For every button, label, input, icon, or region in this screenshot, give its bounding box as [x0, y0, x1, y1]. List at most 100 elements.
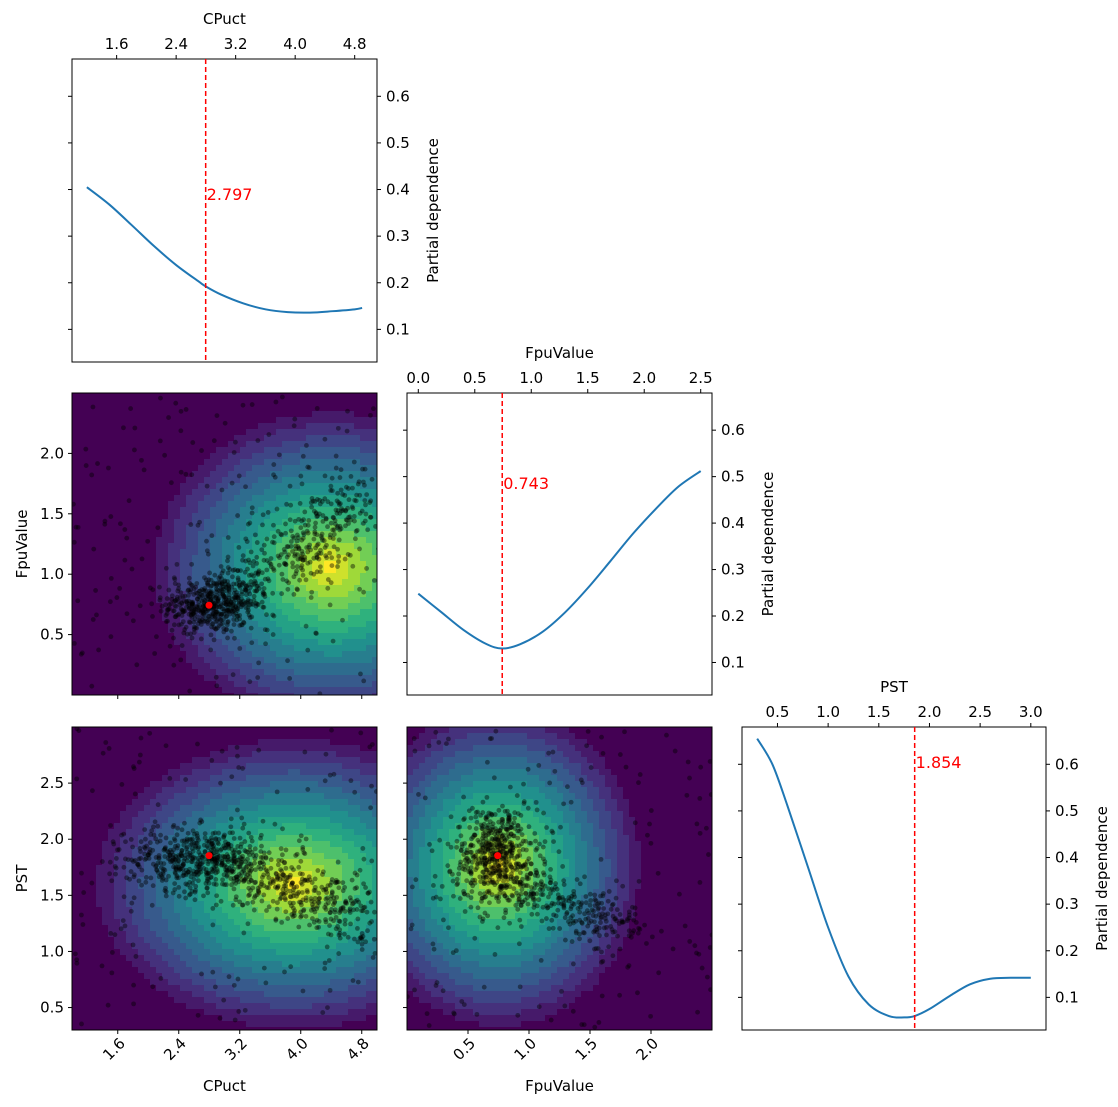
contour-cell — [186, 877, 193, 884]
contour-cell — [258, 561, 265, 568]
contour-cell — [366, 787, 373, 794]
contour-cell — [252, 417, 259, 424]
contour-cell — [234, 423, 241, 430]
contour-cell — [342, 555, 349, 562]
contour-cell — [156, 871, 163, 878]
sample-point — [298, 556, 304, 561]
contour-cell — [306, 543, 313, 550]
sample-point — [166, 607, 171, 613]
sample-point — [231, 600, 237, 605]
contour-cell — [318, 435, 325, 442]
contour-cell — [126, 865, 133, 872]
contour-cell — [336, 871, 343, 878]
contour-cell — [246, 435, 253, 442]
contour-cell — [216, 537, 223, 544]
contour-cell — [342, 621, 349, 628]
sample-point — [213, 611, 218, 617]
contour-cell — [372, 859, 377, 866]
contour-cell — [354, 459, 361, 466]
contour-cell — [270, 787, 277, 794]
contour-cell — [108, 417, 115, 424]
contour-cell — [210, 495, 217, 502]
sample-point — [199, 614, 205, 619]
contour-cell — [294, 693, 301, 695]
contour-cell — [138, 561, 145, 568]
contour-cell — [336, 567, 343, 574]
sample-point — [201, 600, 207, 606]
contour-cell — [156, 841, 163, 848]
contour-cell — [258, 405, 265, 412]
sample-point — [188, 612, 194, 618]
contour-cell — [168, 727, 175, 734]
contour-cell — [240, 775, 247, 782]
contour-cell — [72, 787, 79, 794]
contour-cell — [354, 411, 361, 418]
contour-cell — [162, 465, 169, 472]
contour-cell — [372, 781, 377, 788]
contour-cell — [222, 399, 229, 406]
contour-cell — [96, 483, 103, 490]
sample-point — [226, 586, 232, 592]
contour-cell — [114, 477, 121, 484]
contour-cell — [282, 483, 289, 490]
sample-point — [194, 625, 200, 631]
contour-cell — [108, 811, 115, 818]
contour-cell — [180, 799, 187, 806]
contour-cell — [162, 865, 169, 872]
contour-cell — [312, 841, 319, 848]
contour-cell — [240, 531, 247, 538]
contour-cell — [330, 787, 337, 794]
contour-cell — [306, 537, 313, 544]
contour-cell — [126, 787, 133, 794]
contour-cell — [342, 823, 349, 830]
contour-cell — [330, 853, 337, 860]
contour-cell — [156, 513, 163, 520]
contour-cell — [360, 567, 367, 574]
y-tick-label: 0.5 — [1055, 802, 1079, 820]
contour-cell — [372, 603, 377, 610]
contour-cell — [96, 621, 103, 628]
contour-cell — [270, 591, 277, 598]
contour-cell — [252, 471, 259, 478]
contour-cell — [198, 483, 205, 490]
sample-point — [363, 502, 368, 508]
sample-point — [198, 609, 204, 615]
contour-cell — [174, 579, 181, 586]
contour-cell — [108, 627, 115, 634]
sample-point — [314, 569, 320, 575]
contour-cell — [72, 519, 79, 526]
contour-cell — [120, 811, 127, 818]
contour-cell — [72, 793, 79, 800]
sample-point — [352, 497, 358, 503]
contour-cell — [132, 621, 139, 628]
contour-cell — [144, 793, 151, 800]
contour-cell — [156, 865, 163, 872]
sample-point — [222, 579, 228, 585]
contour-cell — [102, 531, 109, 538]
contour-cell — [342, 447, 349, 454]
contour-cell — [108, 657, 115, 664]
contour-cell — [240, 763, 247, 770]
contour-cell — [318, 675, 325, 682]
sample-point — [262, 594, 268, 600]
contour-cell — [330, 781, 337, 788]
contour-cell — [300, 471, 307, 478]
contour-cell — [258, 751, 265, 758]
contour-cell — [324, 669, 331, 676]
contour-cell — [84, 489, 91, 496]
contour-cell — [180, 681, 187, 688]
contour-cell — [336, 489, 343, 496]
contour-cell — [294, 763, 301, 770]
contour-cell — [174, 561, 181, 568]
contour-cell — [324, 429, 331, 436]
sample-point — [253, 570, 259, 576]
contour-cell — [270, 477, 277, 484]
contour-cell — [102, 799, 109, 806]
contour-cell — [114, 585, 121, 592]
contour-cell — [330, 435, 337, 442]
contour-cell — [234, 537, 241, 544]
contour-cell — [276, 799, 283, 806]
sample-point — [189, 601, 195, 607]
sample-point — [231, 581, 236, 587]
contour-cell — [288, 823, 295, 830]
